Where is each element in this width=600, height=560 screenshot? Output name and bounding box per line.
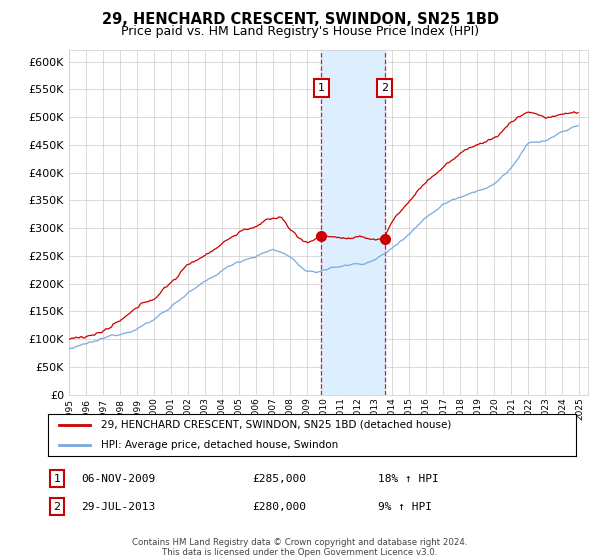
Text: 29, HENCHARD CRESCENT, SWINDON, SN25 1BD (detached house): 29, HENCHARD CRESCENT, SWINDON, SN25 1BD… [101,420,451,430]
Text: 29, HENCHARD CRESCENT, SWINDON, SN25 1BD: 29, HENCHARD CRESCENT, SWINDON, SN25 1BD [101,12,499,27]
Bar [322,50,385,395]
Text: Contains HM Land Registry data © Crown copyright and database right 2024.
This d: Contains HM Land Registry data © Crown c… [132,538,468,557]
Text: 1: 1 [318,83,325,92]
Text: 2: 2 [53,502,61,512]
Text: 18% ↑ HPI: 18% ↑ HPI [378,474,439,484]
Text: £280,000: £280,000 [252,502,306,512]
Text: 9% ↑ HPI: 9% ↑ HPI [378,502,432,512]
Text: 1: 1 [53,474,61,484]
Text: 29-JUL-2013: 29-JUL-2013 [81,502,155,512]
Text: 06-NOV-2009: 06-NOV-2009 [81,474,155,484]
Text: HPI: Average price, detached house, Swindon: HPI: Average price, detached house, Swin… [101,440,338,450]
Text: 2: 2 [381,83,388,92]
Text: Price paid vs. HM Land Registry's House Price Index (HPI): Price paid vs. HM Land Registry's House … [121,25,479,38]
Text: £285,000: £285,000 [252,474,306,484]
